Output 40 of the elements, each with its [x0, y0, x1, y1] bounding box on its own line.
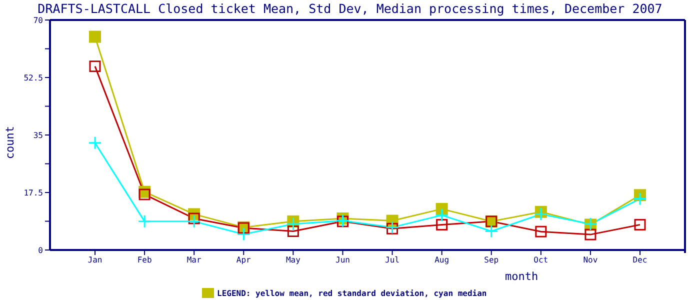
point	[287, 226, 299, 238]
y-tick-label: 52.5	[24, 73, 44, 82]
point	[88, 136, 102, 150]
x-tick-label: Jan	[88, 256, 102, 265]
y-tick-label: 70	[33, 16, 44, 25]
x-tick-label: Nov	[583, 256, 598, 265]
x-tick-label: May	[286, 256, 301, 265]
x-tick-label: Jun	[336, 256, 350, 265]
x-tick-label: Sep	[484, 256, 499, 265]
point	[188, 212, 200, 224]
point	[436, 218, 448, 230]
point	[484, 224, 498, 238]
x-tick-label: Oct	[534, 256, 548, 265]
point	[584, 228, 596, 240]
point	[138, 188, 150, 200]
point	[436, 202, 448, 215]
y-axis-title: count	[4, 124, 16, 162]
point	[534, 207, 548, 221]
point	[187, 214, 201, 228]
x-tick-label: Feb	[137, 256, 152, 265]
x-tick-label: Jul	[385, 256, 400, 265]
x-tick-label: Mar	[186, 256, 202, 265]
x-tick-label: Apr	[236, 256, 252, 265]
y-tick-label: 35	[33, 130, 44, 140]
point	[286, 217, 300, 231]
point	[138, 214, 152, 228]
x-axis-title: month	[505, 270, 538, 283]
point	[89, 30, 101, 43]
y-tick-label: 17.5	[24, 188, 44, 198]
point	[89, 60, 101, 72]
point	[435, 208, 449, 222]
point	[535, 226, 547, 238]
point	[633, 192, 647, 206]
y-tick-label: 0	[38, 246, 44, 255]
point	[634, 218, 646, 230]
x-tick-label: Aug	[434, 256, 450, 265]
point	[236, 227, 250, 241]
text: LEGEND: yellow mean, red standard deviation, cyan median	[217, 288, 487, 298]
x-tick-label: Dec	[632, 256, 648, 265]
chart-title: DRAFTS-LASTCALL Closed ticket Mean, Std Dev, Median processing times, December 2007	[36, 1, 664, 16]
